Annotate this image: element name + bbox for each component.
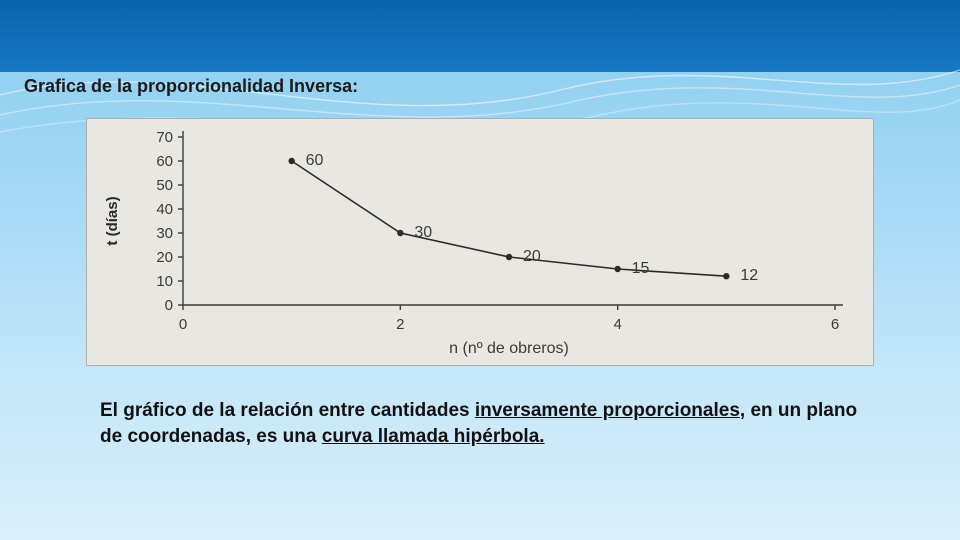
data-point-label: 60	[306, 152, 324, 169]
top-banner	[0, 0, 960, 72]
data-point-label: 20	[523, 248, 541, 265]
y-tick-label: 60	[156, 153, 173, 170]
data-point	[614, 266, 620, 272]
data-point	[397, 230, 403, 236]
chart-container: 0 10 20 30 40 50 60 70 0 2 4 6 n (nº de obreros) t (d…	[86, 118, 874, 366]
caption-underline-2: curva llamada hipérbola.	[322, 426, 545, 447]
x-tick-label: 4	[613, 316, 621, 333]
y-tick-label: 50	[156, 177, 173, 194]
data-point	[288, 158, 294, 164]
caption-underline-1: inversamente proporcionales	[475, 400, 740, 421]
x-tick-label: 6	[831, 316, 839, 333]
y-tick-label: 30	[156, 225, 173, 242]
data-point	[506, 254, 512, 260]
data-point	[723, 273, 729, 279]
y-axis-label: t (días)	[104, 196, 121, 245]
y-tick-label: 10	[156, 273, 173, 290]
y-tick-label: 20	[156, 249, 173, 266]
data-point-label: 12	[740, 267, 758, 284]
x-tick-label: 0	[179, 316, 187, 333]
caption-text: El gráfico de la relación entre cantidad…	[100, 398, 880, 449]
y-tick-label: 70	[156, 129, 173, 146]
y-tick-label: 0	[165, 297, 173, 314]
data-point-label: 30	[414, 224, 432, 241]
slide: Grafica de la proporcionalidad Inversa: …	[0, 0, 960, 540]
y-tick-label: 40	[156, 201, 173, 218]
inverse-proportion-chart: 0 10 20 30 40 50 60 70 0 2 4 6 n (nº de obreros) t (d…	[87, 119, 875, 367]
x-tick-label: 2	[396, 316, 404, 333]
caption-pre: El gráfico de la relación entre cantidad…	[100, 400, 475, 421]
data-point-label: 15	[632, 260, 650, 277]
slide-title: Grafica de la proporcionalidad Inversa:	[24, 76, 358, 97]
x-axis-label: n (nº de obreros)	[449, 340, 569, 357]
